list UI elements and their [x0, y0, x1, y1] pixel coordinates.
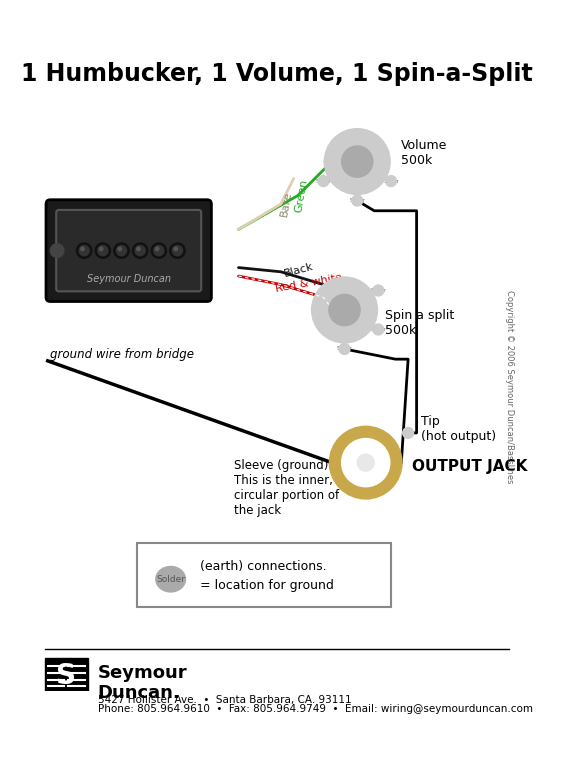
Text: S: S — [56, 663, 76, 690]
Circle shape — [403, 428, 413, 438]
FancyBboxPatch shape — [137, 543, 391, 606]
Circle shape — [95, 243, 111, 258]
Circle shape — [97, 245, 108, 256]
Text: 5427 Hollister Ave.  •  Santa Barbara, CA. 93111: 5427 Hollister Ave. • Santa Barbara, CA.… — [97, 695, 351, 705]
Circle shape — [386, 176, 396, 186]
Circle shape — [99, 247, 103, 250]
Text: Bare: Bare — [279, 191, 294, 218]
Circle shape — [174, 247, 177, 250]
Circle shape — [352, 196, 363, 206]
Circle shape — [114, 243, 129, 258]
Circle shape — [135, 245, 145, 256]
Circle shape — [312, 278, 377, 342]
Text: Copyright © 2006 Seymour Duncan/Basslines: Copyright © 2006 Seymour Duncan/Bassline… — [506, 289, 514, 483]
Circle shape — [342, 146, 372, 177]
Circle shape — [373, 324, 384, 335]
Circle shape — [170, 243, 185, 258]
Text: OUTPUT JACK: OUTPUT JACK — [412, 459, 528, 474]
Text: Phone: 805.964.9610  •  Fax: 805.964.9749  •  Email: wiring@seymourduncan.com: Phone: 805.964.9610 • Fax: 805.964.9749 … — [97, 704, 533, 713]
Circle shape — [79, 245, 89, 256]
Circle shape — [50, 244, 64, 257]
Circle shape — [325, 129, 389, 194]
Ellipse shape — [156, 566, 185, 592]
Text: Red & white: Red & white — [275, 272, 343, 294]
Text: ground wire from bridge: ground wire from bridge — [50, 348, 194, 361]
Circle shape — [118, 247, 121, 250]
FancyBboxPatch shape — [56, 210, 201, 291]
Text: Solder: Solder — [370, 288, 386, 293]
Text: = location for ground: = location for ground — [200, 578, 334, 592]
Circle shape — [76, 243, 92, 258]
Text: Volume
500k: Volume 500k — [401, 139, 447, 167]
Text: Tip
(hot output): Tip (hot output) — [421, 414, 496, 442]
Text: Solder: Solder — [383, 178, 399, 184]
Text: Solder: Solder — [370, 327, 386, 332]
Circle shape — [339, 344, 349, 354]
Text: Solder: Solder — [337, 347, 352, 351]
Circle shape — [330, 427, 401, 498]
FancyBboxPatch shape — [46, 200, 211, 301]
Circle shape — [151, 243, 166, 258]
Circle shape — [116, 245, 127, 256]
Text: Seymour
Duncan.: Seymour Duncan. — [97, 663, 188, 703]
Circle shape — [154, 245, 164, 256]
Text: (earth) connections.: (earth) connections. — [200, 560, 327, 573]
Bar — [45, 657, 88, 696]
Circle shape — [137, 247, 140, 250]
Text: Spin a split
500k: Spin a split 500k — [385, 309, 454, 337]
Circle shape — [156, 247, 159, 250]
Circle shape — [132, 243, 148, 258]
Circle shape — [329, 294, 360, 326]
Circle shape — [172, 245, 182, 256]
Circle shape — [81, 247, 84, 250]
Text: Sleeve (ground).
This is the inner,
circular portion of
the jack: Sleeve (ground). This is the inner, circ… — [234, 459, 339, 517]
Text: 1 Humbucker, 1 Volume, 1 Spin-a-Split: 1 Humbucker, 1 Volume, 1 Spin-a-Split — [21, 62, 532, 87]
Text: Green: Green — [294, 178, 310, 213]
Text: Seymour Duncan: Seymour Duncan — [87, 273, 170, 284]
Circle shape — [373, 285, 384, 295]
Text: Black: Black — [283, 261, 315, 279]
Circle shape — [342, 439, 389, 487]
Text: Solder: Solder — [349, 198, 365, 203]
Circle shape — [357, 454, 374, 471]
Circle shape — [319, 176, 328, 186]
Text: Solder: Solder — [156, 575, 185, 584]
Text: Solder: Solder — [316, 178, 331, 184]
